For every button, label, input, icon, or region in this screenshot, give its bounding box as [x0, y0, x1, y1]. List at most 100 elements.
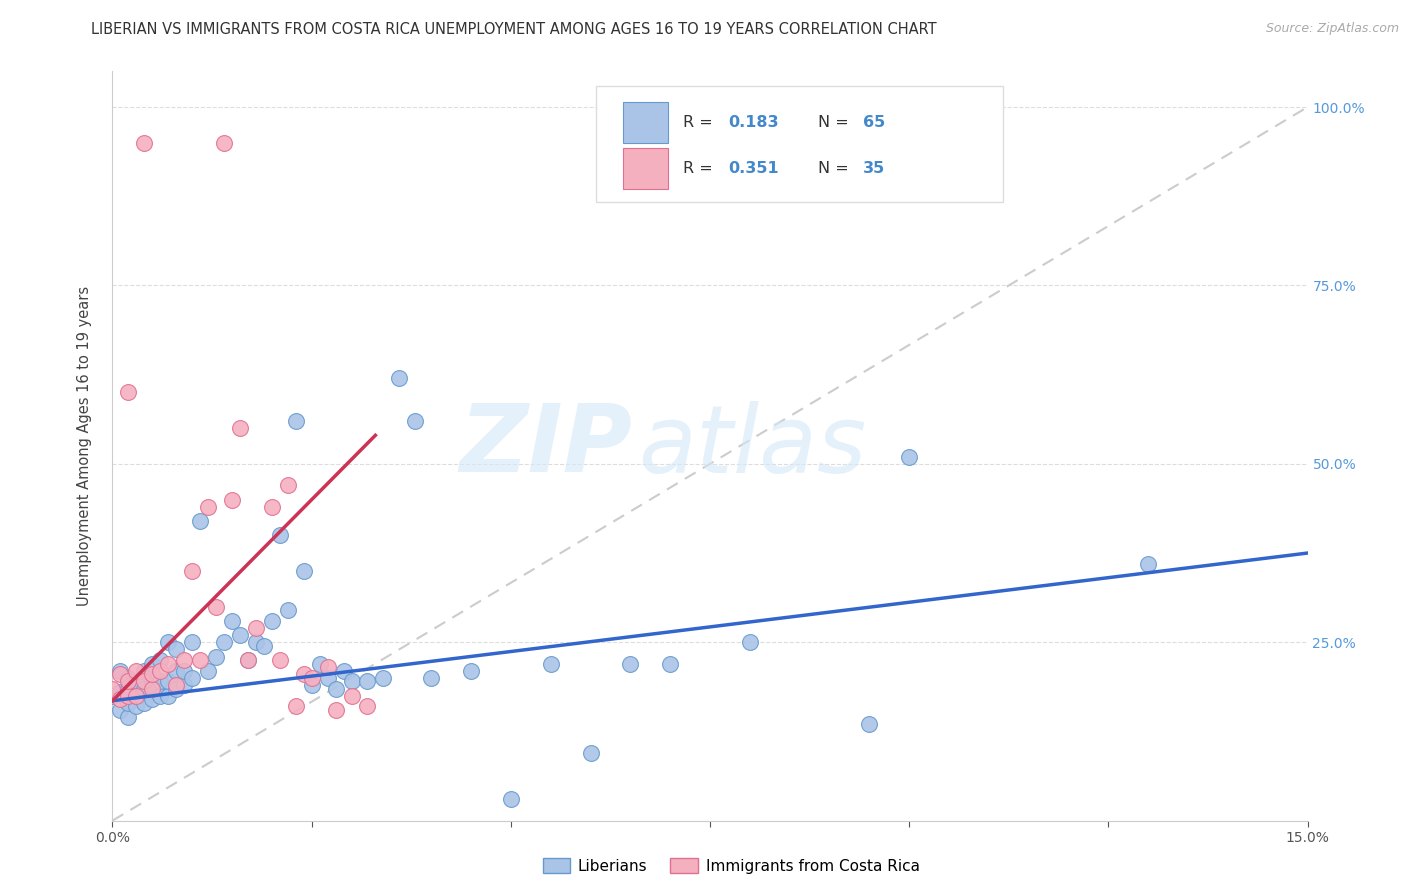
- Point: [221, 492, 243, 507]
- Y-axis label: Unemployment Among Ages 16 to 19 years: Unemployment Among Ages 16 to 19 years: [77, 286, 91, 606]
- Point: [659, 657, 682, 671]
- Point: [301, 678, 323, 692]
- Point: [269, 653, 291, 667]
- Point: [197, 500, 219, 514]
- Point: [181, 671, 204, 685]
- Point: [277, 603, 299, 617]
- Text: 0.351: 0.351: [728, 161, 779, 177]
- Point: [110, 685, 132, 699]
- Text: N =: N =: [818, 115, 853, 130]
- Point: [141, 678, 163, 692]
- Point: [460, 664, 482, 678]
- Point: [117, 674, 139, 689]
- Point: [260, 614, 283, 628]
- Point: [373, 671, 395, 685]
- Point: [253, 639, 276, 653]
- Point: [356, 699, 378, 714]
- Legend: Liberians, Immigrants from Costa Rica: Liberians, Immigrants from Costa Rica: [537, 852, 925, 880]
- Point: [499, 792, 522, 806]
- Text: 35: 35: [863, 161, 886, 177]
- Point: [117, 689, 139, 703]
- Point: [292, 564, 315, 578]
- Text: R =: R =: [682, 115, 717, 130]
- Point: [340, 674, 363, 689]
- Point: [125, 674, 148, 689]
- Point: [388, 371, 411, 385]
- Point: [165, 681, 187, 696]
- Text: N =: N =: [818, 161, 853, 177]
- Point: [277, 478, 299, 492]
- Point: [134, 136, 156, 150]
- Point: [325, 681, 347, 696]
- Point: [173, 664, 195, 678]
- Point: [125, 689, 148, 703]
- Point: [165, 664, 187, 678]
- Point: [101, 681, 124, 696]
- Point: [404, 414, 426, 428]
- Point: [149, 653, 172, 667]
- Point: [157, 674, 180, 689]
- Point: [117, 710, 139, 724]
- Point: [245, 621, 267, 635]
- Point: [173, 678, 195, 692]
- Point: [165, 678, 187, 692]
- Point: [858, 717, 880, 731]
- Point: [141, 681, 163, 696]
- Text: Source: ZipAtlas.com: Source: ZipAtlas.com: [1265, 22, 1399, 36]
- Point: [110, 664, 132, 678]
- Point: [212, 136, 235, 150]
- Point: [149, 674, 172, 689]
- FancyBboxPatch shape: [596, 87, 1002, 202]
- Point: [260, 500, 283, 514]
- Point: [316, 671, 339, 685]
- Point: [229, 421, 252, 435]
- Point: [236, 653, 259, 667]
- Text: R =: R =: [682, 161, 717, 177]
- Point: [125, 689, 148, 703]
- Point: [579, 746, 602, 760]
- Point: [221, 614, 243, 628]
- Point: [165, 642, 187, 657]
- Point: [149, 664, 172, 678]
- FancyBboxPatch shape: [623, 148, 668, 189]
- Point: [212, 635, 235, 649]
- Point: [149, 689, 172, 703]
- Point: [245, 635, 267, 649]
- Text: LIBERIAN VS IMMIGRANTS FROM COSTA RICA UNEMPLOYMENT AMONG AGES 16 TO 19 YEARS CO: LIBERIAN VS IMMIGRANTS FROM COSTA RICA U…: [91, 22, 936, 37]
- Point: [134, 664, 156, 678]
- FancyBboxPatch shape: [623, 102, 668, 143]
- Point: [284, 414, 307, 428]
- Point: [125, 699, 148, 714]
- Point: [141, 692, 163, 706]
- Point: [1137, 557, 1160, 571]
- Text: 65: 65: [863, 115, 886, 130]
- Point: [117, 671, 139, 685]
- Point: [101, 689, 124, 703]
- Point: [125, 664, 148, 678]
- Point: [340, 689, 363, 703]
- Point: [117, 385, 139, 400]
- Point: [157, 635, 180, 649]
- Point: [619, 657, 641, 671]
- Point: [141, 667, 163, 681]
- Point: [197, 664, 219, 678]
- Point: [325, 703, 347, 717]
- Point: [205, 649, 228, 664]
- Point: [284, 699, 307, 714]
- Text: 0.183: 0.183: [728, 115, 779, 130]
- Point: [332, 664, 354, 678]
- Point: [898, 450, 921, 464]
- Point: [157, 657, 180, 671]
- Point: [236, 653, 259, 667]
- Point: [229, 628, 252, 642]
- Point: [181, 635, 204, 649]
- Point: [134, 696, 156, 710]
- Point: [134, 674, 156, 689]
- Point: [134, 681, 156, 696]
- Text: ZIP: ZIP: [460, 400, 633, 492]
- Point: [141, 657, 163, 671]
- Point: [181, 564, 204, 578]
- Point: [356, 674, 378, 689]
- Point: [308, 657, 330, 671]
- Point: [117, 681, 139, 696]
